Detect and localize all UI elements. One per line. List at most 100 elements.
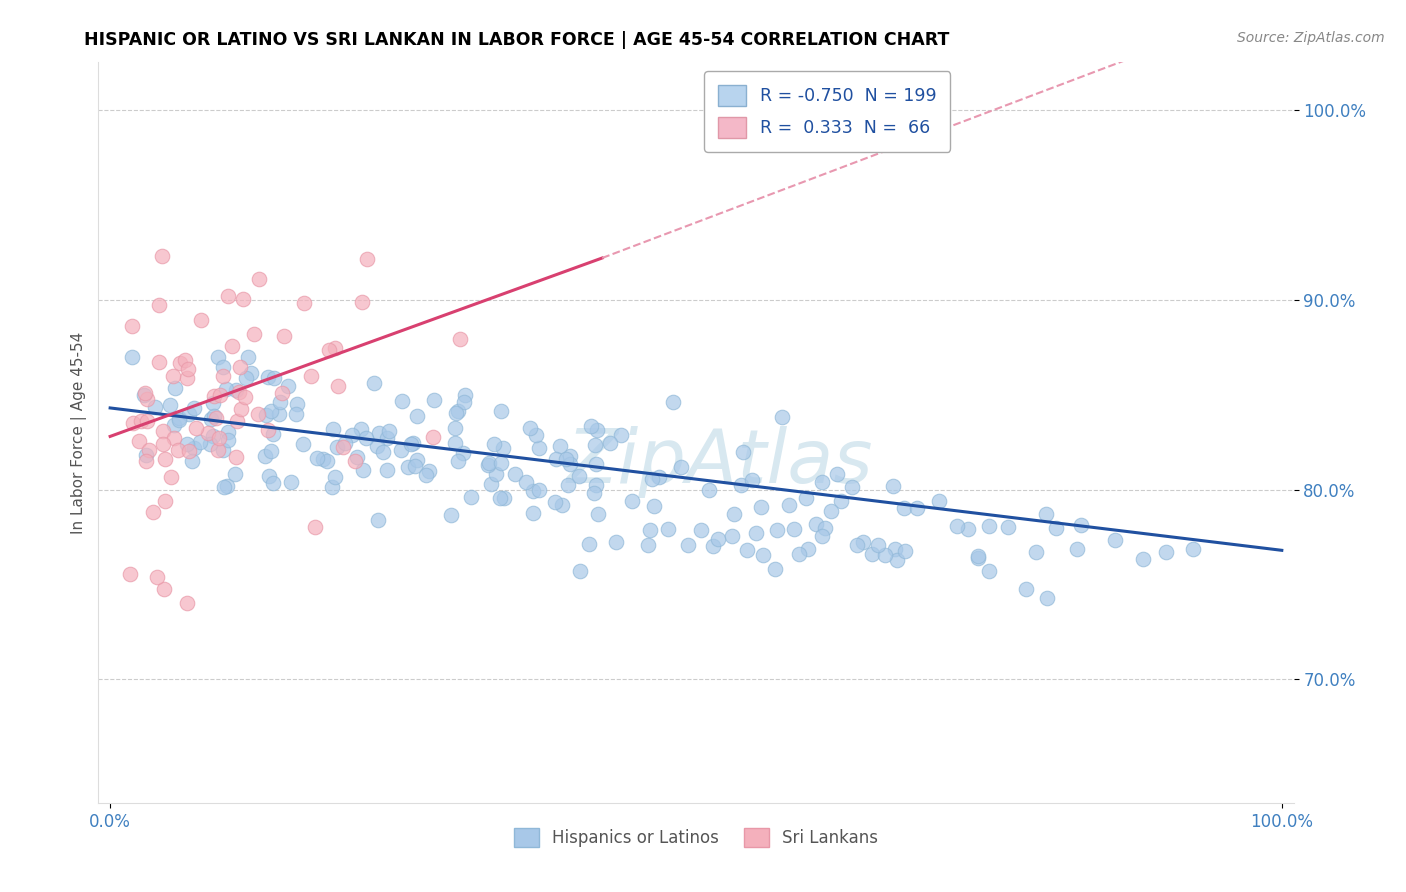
Point bbox=[1036, 591, 1059, 605]
Point bbox=[605, 534, 627, 549]
Point bbox=[637, 538, 659, 552]
Point bbox=[167, 443, 190, 458]
Point bbox=[247, 407, 270, 421]
Point bbox=[811, 529, 834, 543]
Point bbox=[735, 543, 758, 558]
Point bbox=[249, 272, 271, 286]
Point bbox=[292, 437, 315, 451]
Point bbox=[415, 467, 437, 482]
Point bbox=[418, 465, 440, 479]
Point bbox=[519, 421, 541, 435]
Point bbox=[262, 475, 284, 490]
Point bbox=[745, 525, 768, 540]
Point bbox=[267, 407, 290, 421]
Point bbox=[454, 388, 477, 402]
Point bbox=[215, 382, 238, 396]
Point bbox=[333, 435, 356, 450]
Point bbox=[560, 457, 582, 471]
Point bbox=[579, 419, 602, 434]
Point bbox=[928, 494, 950, 508]
Point bbox=[217, 289, 239, 303]
Point bbox=[167, 410, 190, 425]
Point bbox=[446, 454, 468, 468]
Point bbox=[159, 398, 181, 412]
Point bbox=[340, 428, 363, 442]
Point bbox=[368, 426, 391, 441]
Point bbox=[723, 508, 745, 522]
Point bbox=[138, 442, 160, 457]
Point bbox=[325, 440, 347, 454]
Point bbox=[875, 548, 897, 562]
Point bbox=[751, 548, 773, 562]
Point bbox=[544, 494, 567, 508]
Point bbox=[201, 428, 224, 442]
Point bbox=[551, 498, 574, 512]
Text: ZipAtlas: ZipAtlas bbox=[567, 426, 873, 499]
Point bbox=[741, 473, 763, 487]
Point bbox=[304, 520, 326, 534]
Point bbox=[212, 443, 235, 458]
Point bbox=[789, 547, 811, 561]
Point bbox=[721, 529, 744, 543]
Legend: R = -0.750  N = 199, R =  0.333  N =  66: R = -0.750 N = 199, R = 0.333 N = 66 bbox=[704, 71, 950, 152]
Point bbox=[460, 490, 482, 504]
Point bbox=[515, 475, 537, 490]
Point bbox=[202, 409, 225, 424]
Point bbox=[375, 431, 398, 445]
Point bbox=[894, 544, 917, 558]
Point bbox=[406, 453, 429, 467]
Point bbox=[882, 479, 904, 493]
Point bbox=[242, 327, 264, 342]
Point bbox=[136, 392, 159, 406]
Point bbox=[522, 483, 544, 498]
Point bbox=[1132, 552, 1154, 566]
Point bbox=[197, 426, 219, 441]
Point bbox=[366, 439, 388, 453]
Point bbox=[1104, 533, 1126, 547]
Point bbox=[449, 332, 471, 346]
Point bbox=[200, 412, 222, 426]
Point bbox=[389, 442, 412, 457]
Point bbox=[209, 388, 232, 402]
Point bbox=[270, 385, 292, 400]
Point bbox=[239, 366, 262, 380]
Point bbox=[162, 369, 184, 384]
Point bbox=[749, 500, 772, 514]
Point bbox=[277, 379, 299, 393]
Point bbox=[846, 538, 869, 552]
Point bbox=[489, 404, 512, 418]
Point bbox=[321, 480, 343, 494]
Point bbox=[689, 523, 711, 537]
Point bbox=[548, 439, 571, 453]
Point bbox=[946, 518, 969, 533]
Point bbox=[229, 360, 252, 375]
Point bbox=[444, 420, 467, 434]
Point bbox=[167, 413, 190, 427]
Point bbox=[702, 539, 724, 553]
Point bbox=[488, 491, 510, 506]
Point bbox=[733, 445, 755, 459]
Point bbox=[201, 396, 224, 410]
Point bbox=[585, 457, 607, 471]
Point bbox=[184, 421, 207, 435]
Point bbox=[956, 522, 979, 536]
Point bbox=[905, 500, 928, 515]
Point bbox=[153, 582, 176, 596]
Point bbox=[232, 292, 254, 306]
Point bbox=[814, 520, 837, 534]
Point bbox=[367, 514, 389, 528]
Point bbox=[212, 480, 235, 494]
Point bbox=[211, 369, 233, 384]
Point bbox=[273, 329, 295, 343]
Point bbox=[183, 442, 205, 456]
Point bbox=[841, 480, 863, 494]
Point bbox=[883, 542, 905, 557]
Point bbox=[599, 436, 621, 450]
Point bbox=[479, 477, 502, 491]
Point bbox=[225, 383, 247, 397]
Point bbox=[260, 404, 283, 418]
Point bbox=[852, 534, 875, 549]
Point bbox=[299, 368, 322, 383]
Point bbox=[657, 522, 679, 536]
Point bbox=[1154, 545, 1177, 559]
